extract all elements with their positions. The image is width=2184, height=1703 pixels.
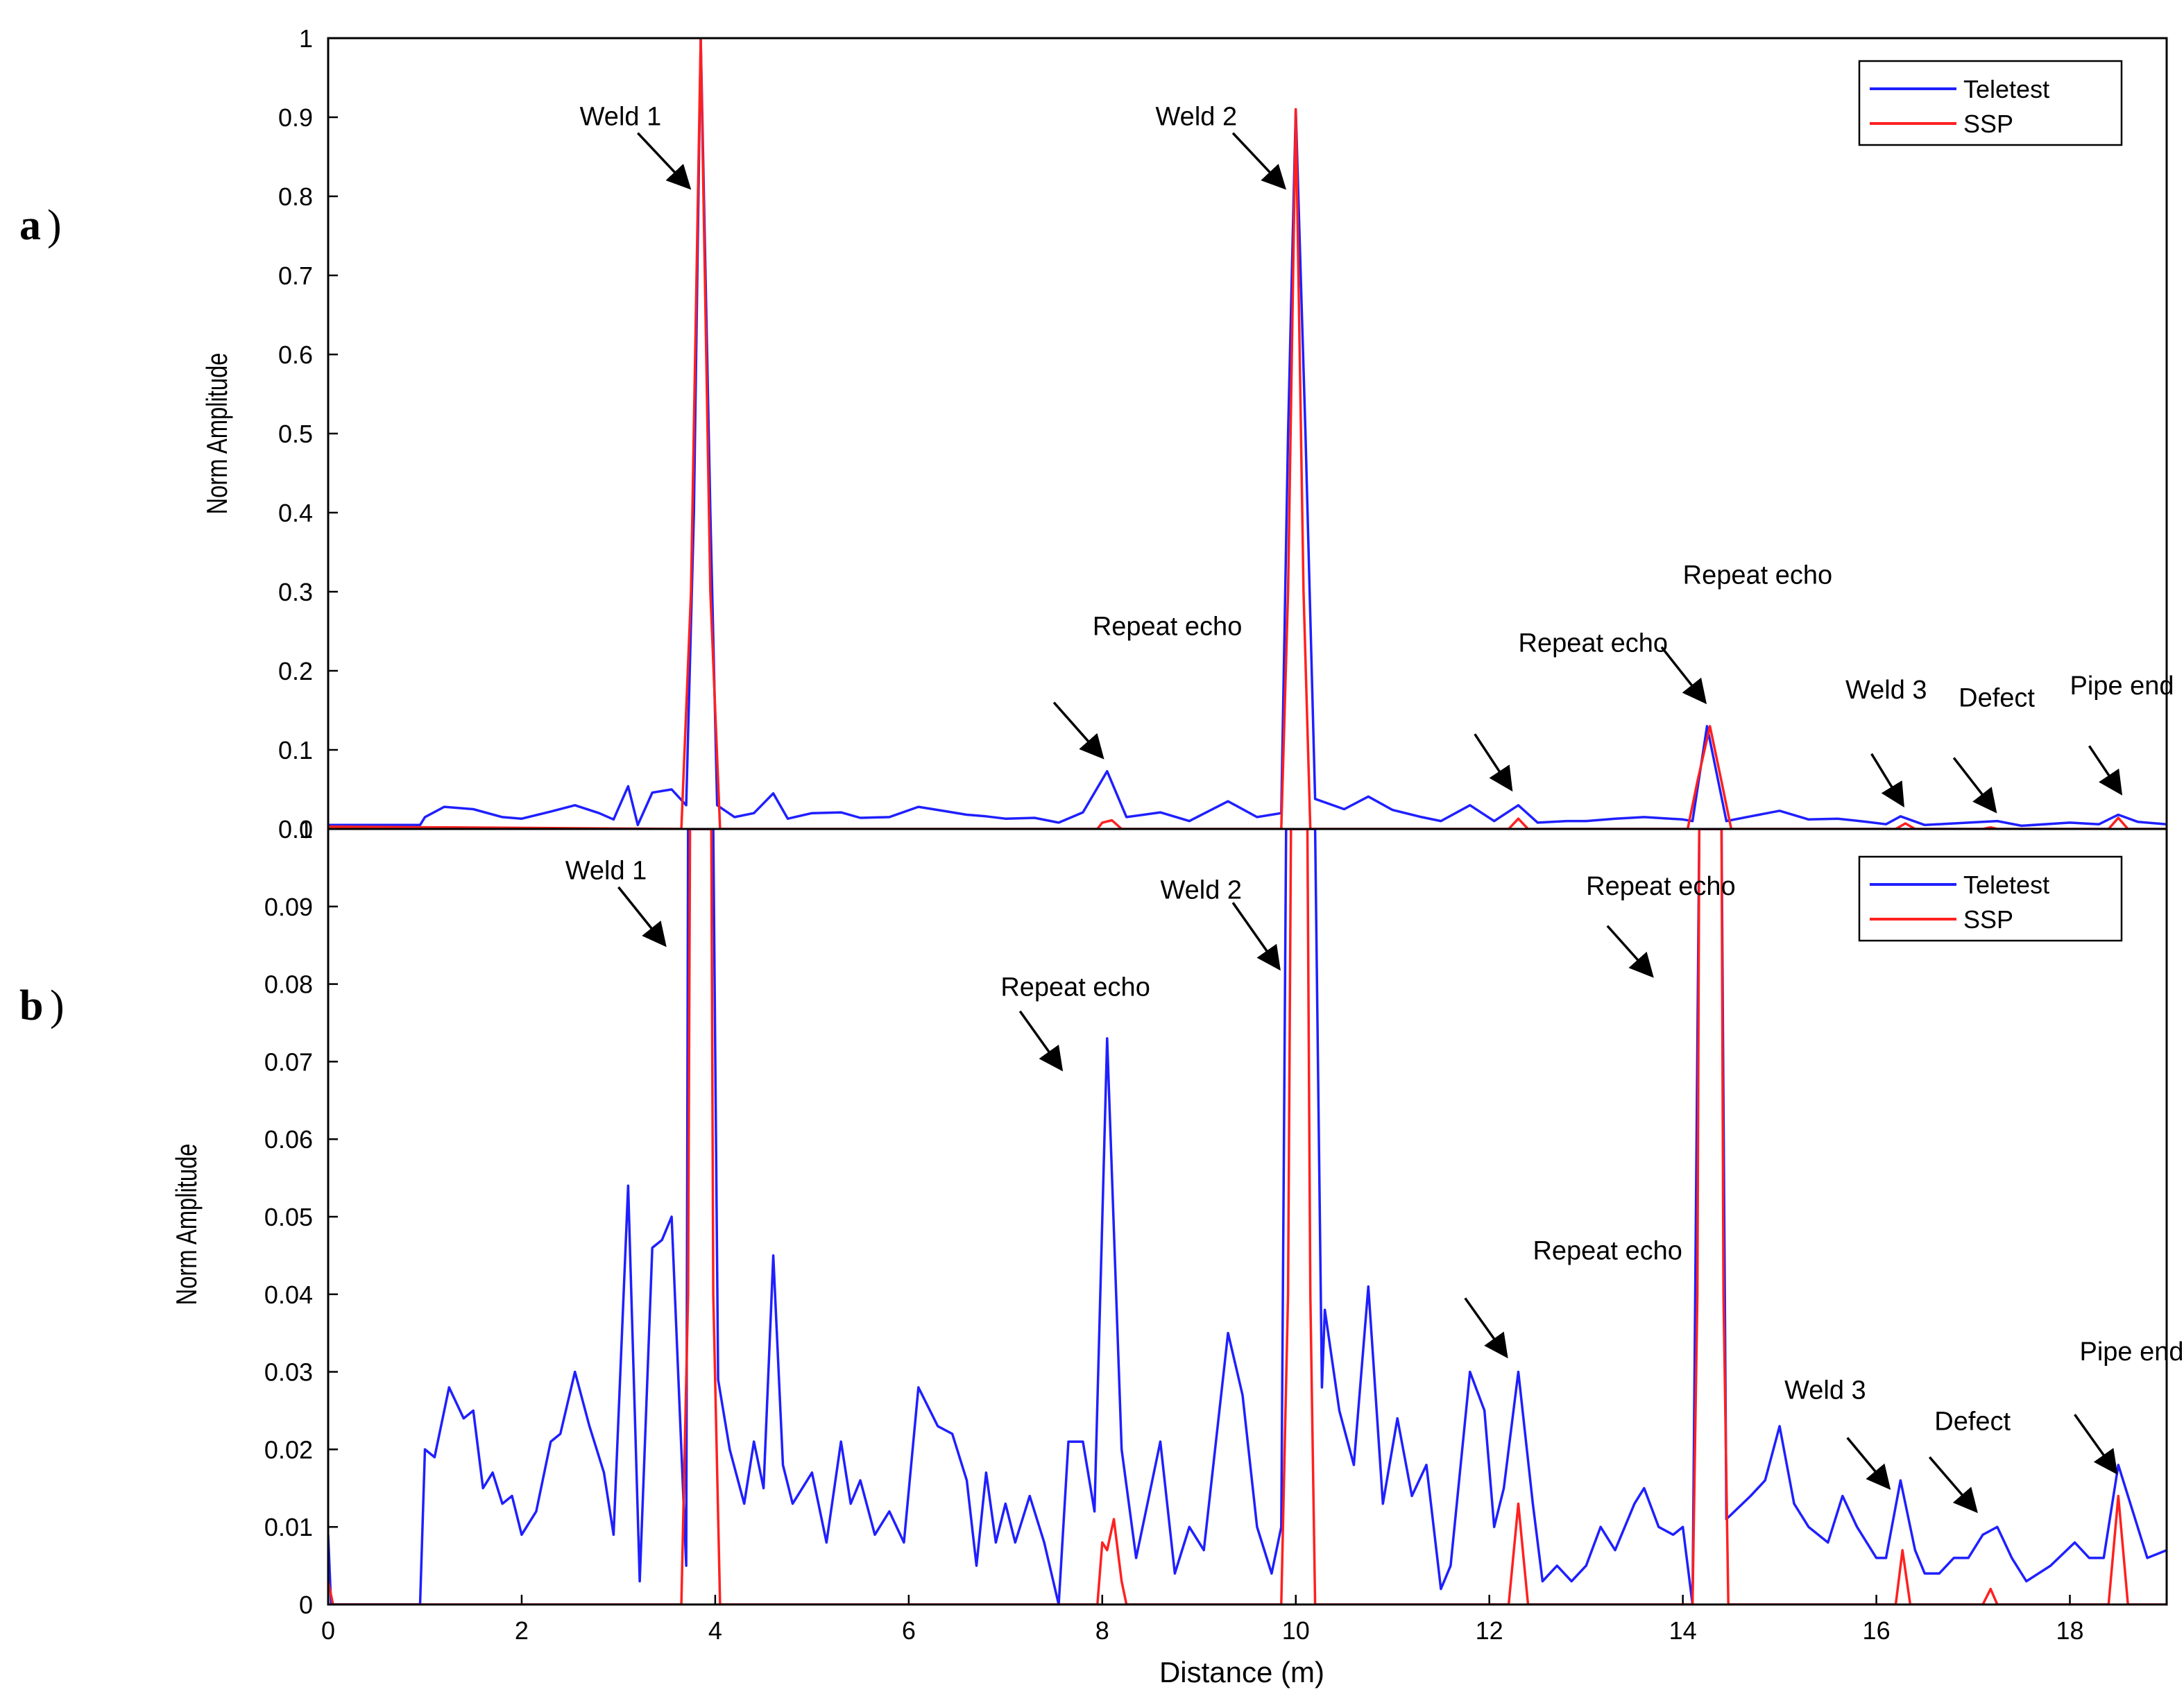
- y-tick-label: 0: [299, 815, 313, 844]
- annotation-label: Weld 1: [580, 102, 662, 131]
- annotation-label: Weld 3: [1845, 676, 1927, 705]
- panel-a-label: a ): [19, 202, 62, 249]
- x-tick-label: 14: [1669, 1616, 1697, 1645]
- annotations-b: Weld 1 Weld 2 Repeat echo Repeat echo Repeat…: [565, 857, 2183, 1514]
- y-tick-label: 0.8: [278, 182, 313, 211]
- annotation-label: Repeat echo: [1683, 561, 1833, 590]
- annotation-arrow: [2088, 745, 2123, 796]
- legend-a: Teletest SSP: [1858, 60, 2123, 146]
- annotation-arrow: [2074, 1414, 2118, 1475]
- x-ticks-b: 0 2 4 6 8 10 12 14 16 18: [321, 1595, 2084, 1645]
- y-tick-label: 0.04: [264, 1281, 313, 1309]
- plot-area-b: [328, 829, 2167, 1604]
- annotation-label: Pipe end: [2070, 671, 2174, 701]
- annotation-arrow: [1846, 1437, 1891, 1490]
- annotation-label: Defect: [1934, 1407, 2011, 1436]
- line-teletest-a: [328, 38, 2167, 828]
- annotation-arrow: [637, 132, 692, 190]
- y-tick-label: 0.03: [264, 1358, 313, 1387]
- y-tick-label: 0.02: [264, 1435, 313, 1464]
- x-tick-label: 0: [321, 1616, 335, 1645]
- x-axis-label-b: Distance (m): [1159, 1656, 1324, 1688]
- x-tick-label: 4: [708, 1616, 722, 1645]
- annotation-label: Weld 1: [565, 857, 647, 886]
- annotation-arrow: [1952, 757, 1997, 814]
- legend-label-teletest-a: Teletest: [1963, 75, 2049, 103]
- y-tick-label: 0.4: [278, 499, 313, 527]
- annotation-arrow: [1231, 902, 1281, 971]
- annotation-arrow: [1474, 733, 1513, 792]
- y-tick-label: 0.1: [278, 736, 313, 764]
- legend-box-a: [1858, 60, 2123, 146]
- annotation-label: Repeat echo: [1533, 1236, 1682, 1265]
- annotation-label: Repeat echo: [1519, 629, 1669, 658]
- y-tick-label: 0.9: [278, 103, 313, 132]
- y-tick-label: 0.09: [264, 893, 313, 921]
- legend-label-ssp-a: SSP: [1963, 110, 2013, 138]
- x-tick-label: 6: [902, 1616, 916, 1645]
- annotation-label: Weld 3: [1784, 1376, 1866, 1405]
- y-tick-label: 0.6: [278, 341, 313, 369]
- y-tick-label: 0.05: [264, 1203, 313, 1231]
- y-tick-label: 0: [299, 1591, 313, 1619]
- chart-panel-a: 00.10.20.30.40.50.60.70.80.91 Weld 1 Weld…: [201, 24, 2174, 844]
- annotation-label: Repeat echo: [1093, 613, 1243, 642]
- plot-area-a: [328, 38, 2167, 829]
- y-tick-label: 0.06: [264, 1125, 313, 1154]
- legend-b: Teletest SSP: [1858, 855, 2123, 942]
- annotation-arrow: [617, 886, 667, 948]
- annotations-a: Weld 1 Weld 2 Repeat echo Repeat echo Repeat…: [580, 102, 2174, 814]
- annotation-label: Repeat echo: [1000, 973, 1150, 1002]
- annotation-arrow: [1660, 646, 1707, 705]
- panel-a-paren: ): [47, 202, 62, 249]
- line-teletest-b: [328, 829, 2167, 1604]
- annotation-arrow: [1464, 1297, 1508, 1359]
- y-tick-label: 0.07: [264, 1047, 313, 1076]
- y-tick-label: 0.3: [278, 578, 313, 606]
- panel-b-letter: b: [19, 982, 43, 1029]
- y-ticks-b: 0 0.01 0.02 0.03 0.04 0.05 0.06 0.07 0.08 0.09 0.1: [264, 815, 338, 1619]
- x-tick-label: 10: [1282, 1616, 1310, 1645]
- y-tick-label: 0.5: [278, 420, 313, 448]
- panel-a-letter: a: [19, 202, 41, 249]
- legend-box-b: [1858, 855, 2123, 942]
- x-tick-label: 16: [1863, 1616, 1891, 1645]
- x-tick-label: 12: [1476, 1616, 1503, 1645]
- y-tick-label: 0.1: [278, 815, 313, 844]
- x-tick-label: 8: [1095, 1616, 1109, 1645]
- line-ssp-a: [328, 38, 2167, 829]
- annotation-label: Pipe end: [2079, 1337, 2183, 1367]
- annotation-arrow: [1928, 1456, 1978, 1514]
- y-axis-label-a: Norm Amplitude: [201, 352, 233, 514]
- annotation-arrow: [1606, 925, 1654, 978]
- annotation-arrow: [1231, 132, 1287, 190]
- y-tick-label: 0.2: [278, 657, 313, 685]
- panel-b-paren: ): [50, 982, 65, 1029]
- panel-b-label: b ): [19, 982, 65, 1029]
- annotation-arrow: [1018, 1010, 1064, 1072]
- plot-frame-b: [327, 828, 2168, 1606]
- line-ssp-b: [328, 829, 2167, 1604]
- y-axis-label-b: Norm Amplitude: [170, 1143, 203, 1305]
- legend-label-teletest-b: Teletest: [1963, 871, 2049, 899]
- y-tick-label: 0.01: [264, 1513, 313, 1541]
- y-ticks-a: 00.10.20.30.40.50.60.70.80.91: [278, 24, 338, 844]
- annotation-label: Defect: [1959, 683, 2035, 712]
- legend-label-ssp-b: SSP: [1963, 905, 2013, 934]
- annotation-arrow: [1052, 701, 1104, 760]
- x-tick-label: 2: [515, 1616, 529, 1645]
- chart-panel-b: 0 0.01 0.02 0.03 0.04 0.05 0.06 0.07 0.08 0.09 0.1…: [170, 815, 2183, 1688]
- x-tick-label: 18: [2056, 1616, 2084, 1645]
- y-tick-label: 1: [299, 24, 313, 53]
- annotation-label: Weld 2: [1156, 102, 1238, 131]
- annotation-arrow: [1870, 753, 1904, 808]
- y-tick-label: 0.7: [278, 262, 313, 290]
- y-tick-label: 0.08: [264, 970, 313, 999]
- annotation-label: Weld 2: [1160, 876, 1242, 905]
- annotation-label: Repeat echo: [1586, 872, 1736, 901]
